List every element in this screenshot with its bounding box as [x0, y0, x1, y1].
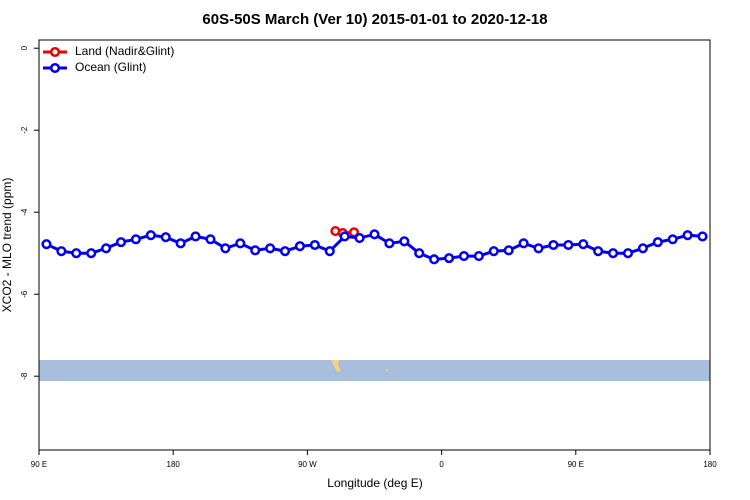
point: [533, 243, 544, 254]
point: [294, 241, 305, 252]
point: [71, 248, 82, 259]
point: [578, 239, 589, 250]
land-shape: [386, 369, 388, 371]
legend-marker: [49, 46, 61, 58]
map-strip: [39, 360, 710, 381]
point: [488, 246, 499, 257]
point: [503, 245, 514, 256]
plot-frame: [38, 39, 711, 451]
point: [682, 230, 693, 241]
point: [518, 238, 529, 249]
legend-label: Land (Nadir&Glint): [75, 44, 174, 58]
y-axis-label: XCO2 - MLO trend (ppm): [0, 178, 14, 313]
point: [160, 232, 171, 243]
y-tick-label: 0: [20, 45, 29, 50]
point: [309, 239, 320, 251]
point: [608, 248, 619, 259]
point: [637, 243, 648, 254]
point: [101, 243, 112, 254]
point: [399, 236, 410, 247]
point: [145, 230, 156, 241]
point: [86, 248, 97, 259]
legend-label: Ocean (Glint): [75, 60, 146, 74]
point: [130, 234, 141, 245]
x-tick-label: 90 E: [31, 460, 47, 469]
x-tick-label: 180: [167, 460, 181, 469]
point: [324, 246, 335, 257]
point: [593, 246, 604, 257]
point: [235, 238, 246, 249]
y-tick-label: -4: [20, 208, 29, 216]
point: [190, 231, 201, 242]
legend-marker: [49, 62, 61, 74]
chart-title: 60S-50S March (Ver 10) 2015-01-01 to 202…: [202, 11, 547, 28]
x-tick-label: 90 E: [568, 460, 584, 469]
point: [41, 239, 52, 250]
point: [548, 239, 559, 251]
y-tick-label: -8: [20, 372, 29, 380]
point: [473, 251, 484, 262]
point: [265, 243, 276, 254]
x-tick-label: 90 W: [298, 460, 317, 469]
x-tick-label: 0: [439, 460, 444, 469]
point: [563, 239, 574, 251]
y-tick-label: -2: [20, 126, 29, 134]
point: [354, 232, 365, 244]
land-shape: [331, 360, 341, 372]
point: [652, 237, 663, 248]
y-tick-label: -6: [20, 290, 29, 298]
point: [622, 248, 634, 259]
point: [56, 246, 67, 257]
point: [444, 253, 455, 264]
point: [115, 237, 127, 248]
point: [369, 229, 380, 240]
point: [429, 254, 440, 265]
point: [667, 234, 678, 245]
plot: [41, 226, 708, 265]
point: [384, 238, 395, 249]
point: [697, 231, 708, 242]
point: [205, 234, 216, 245]
point: [250, 245, 261, 256]
x-axis-label: Longitude (deg E): [327, 476, 422, 490]
point: [458, 251, 470, 262]
point: [220, 243, 231, 254]
x-tick-label: 180: [703, 460, 717, 469]
point: [279, 246, 291, 257]
point: [175, 238, 186, 249]
point: [414, 248, 425, 259]
point: [339, 231, 350, 242]
